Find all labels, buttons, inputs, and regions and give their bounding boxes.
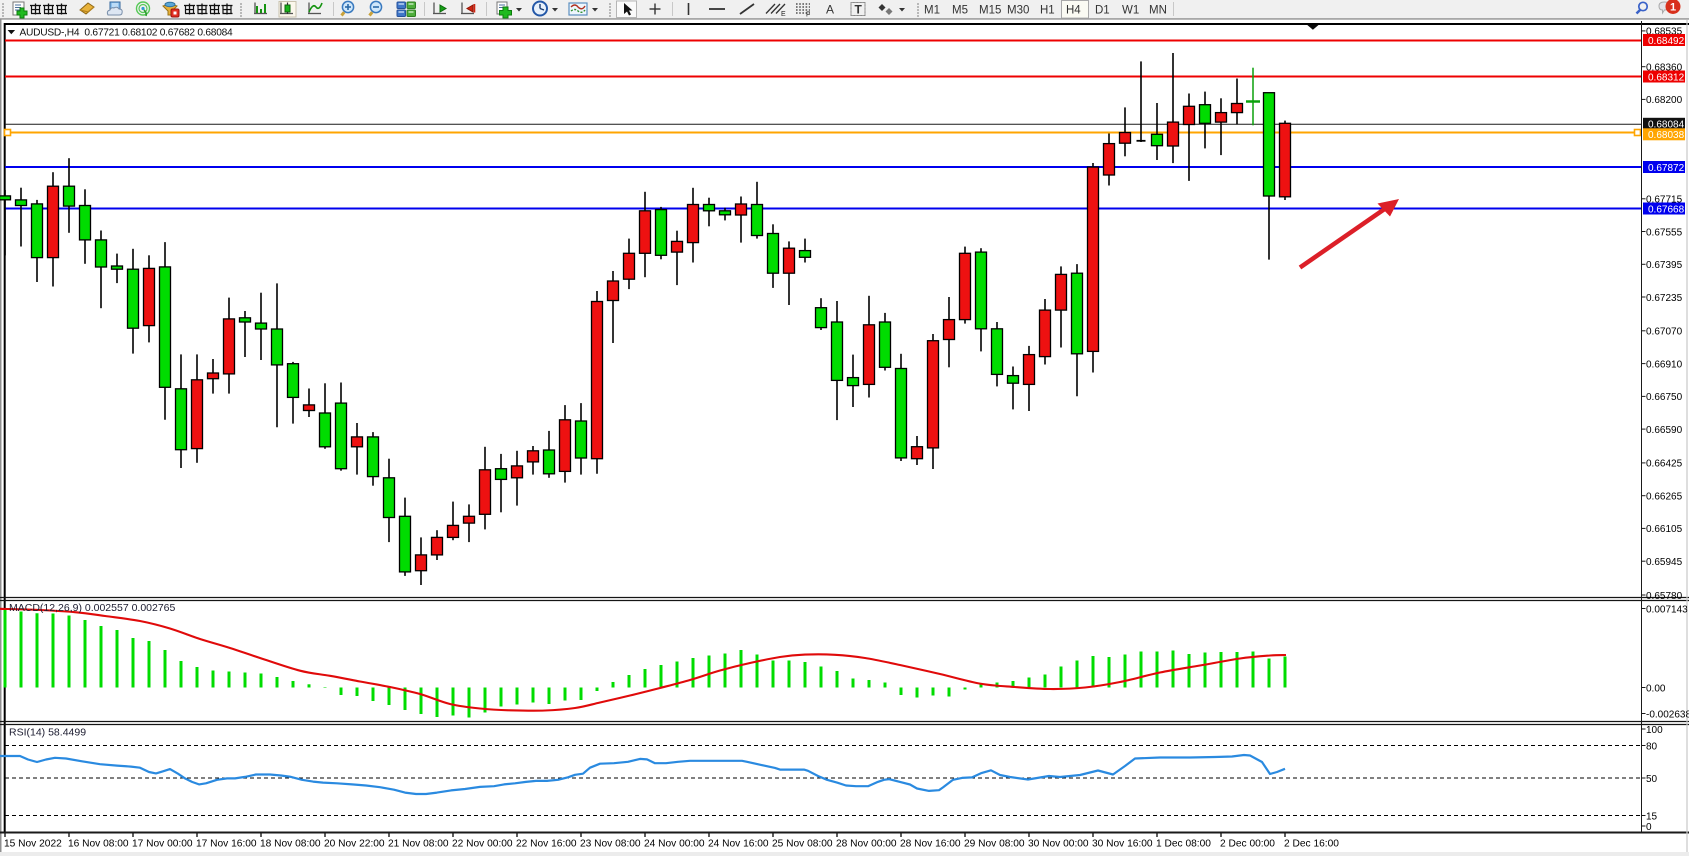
svg-text:28 Nov 16:00: 28 Nov 16:00 (900, 839, 961, 850)
svg-text:0.68360: 0.68360 (1646, 63, 1683, 74)
svg-text:0.67235: 0.67235 (1646, 293, 1683, 304)
svg-text:0.68312: 0.68312 (1648, 72, 1685, 83)
svg-text:18 Nov 08:00: 18 Nov 08:00 (260, 839, 321, 850)
svg-text:2 Dec 00:00: 2 Dec 00:00 (1220, 839, 1275, 850)
svg-text:17 Nov 00:00: 17 Nov 00:00 (132, 839, 193, 850)
svg-text:0.68200: 0.68200 (1646, 95, 1683, 106)
svg-text:0.007143: 0.007143 (1646, 604, 1688, 615)
svg-text:0.00: 0.00 (1646, 683, 1666, 694)
svg-text:H1: H1 (1040, 5, 1055, 17)
svg-text:0.68535: 0.68535 (1646, 27, 1683, 38)
svg-text:0.65945: 0.65945 (1646, 557, 1683, 568)
svg-text:W1: W1 (1122, 5, 1139, 17)
svg-text:A: A (826, 3, 834, 17)
svg-text:M15: M15 (979, 5, 1001, 17)
svg-text:0.66265: 0.66265 (1646, 492, 1683, 503)
svg-text:1: 1 (1670, 2, 1676, 14)
svg-text:30 Nov 16:00: 30 Nov 16:00 (1092, 839, 1153, 850)
svg-text:MN: MN (1149, 5, 1167, 17)
svg-text:0.66750: 0.66750 (1646, 392, 1683, 403)
svg-text:29 Nov 08:00: 29 Nov 08:00 (964, 839, 1025, 850)
svg-text:30 Nov 00:00: 30 Nov 00:00 (1028, 839, 1089, 850)
svg-text:0: 0 (1646, 822, 1652, 833)
svg-text:T: T (855, 3, 863, 17)
svg-text:0.67070: 0.67070 (1646, 327, 1683, 338)
svg-text:M5: M5 (952, 5, 968, 17)
svg-text:0.67555: 0.67555 (1646, 227, 1683, 238)
svg-text:2 Dec 16:00: 2 Dec 16:00 (1284, 839, 1339, 850)
svg-text:0.66105: 0.66105 (1646, 524, 1683, 535)
svg-text:24 Nov 00:00: 24 Nov 00:00 (644, 839, 705, 850)
svg-text:0.66425: 0.66425 (1646, 459, 1683, 470)
svg-text:MACD(12,26,9) 0.002557 0.00276: MACD(12,26,9) 0.002557 0.002765 (9, 602, 176, 614)
svg-text:17 Nov 16:00: 17 Nov 16:00 (196, 839, 257, 850)
svg-text:0.65780: 0.65780 (1646, 591, 1683, 602)
svg-text:M1: M1 (924, 5, 940, 17)
svg-text:22 Nov 00:00: 22 Nov 00:00 (452, 839, 513, 850)
svg-text:20 Nov 22:00: 20 Nov 22:00 (324, 839, 385, 850)
svg-text:15: 15 (1646, 812, 1658, 823)
svg-text:100: 100 (1646, 725, 1663, 736)
svg-text:RSI(14) 58.4499: RSI(14) 58.4499 (9, 727, 86, 739)
svg-text:H4: H4 (1066, 5, 1081, 17)
svg-text:80: 80 (1646, 742, 1658, 753)
svg-text:0.66590: 0.66590 (1646, 425, 1683, 436)
svg-text:0.67668: 0.67668 (1648, 204, 1685, 215)
svg-text:24 Nov 16:00: 24 Nov 16:00 (708, 839, 769, 850)
svg-text:0.66910: 0.66910 (1646, 359, 1683, 370)
svg-text:0.67395: 0.67395 (1646, 260, 1683, 271)
svg-text:0.68038: 0.68038 (1648, 130, 1685, 141)
svg-text:16 Nov 08:00: 16 Nov 08:00 (68, 839, 129, 850)
svg-text:23 Nov 08:00: 23 Nov 08:00 (580, 839, 641, 850)
svg-text:0.67715: 0.67715 (1646, 195, 1683, 206)
svg-text:25 Nov 08:00: 25 Nov 08:00 (772, 839, 833, 850)
svg-text:M30: M30 (1007, 5, 1029, 17)
svg-text:21 Nov 08:00: 21 Nov 08:00 (388, 839, 449, 850)
svg-text:F: F (806, 12, 810, 19)
svg-text:D1: D1 (1095, 5, 1110, 17)
svg-text:0.67872: 0.67872 (1648, 163, 1685, 174)
svg-text:50: 50 (1646, 774, 1658, 785)
svg-text:1 Dec 08:00: 1 Dec 08:00 (1156, 839, 1211, 850)
svg-text:AUDUSD-,H4 0.67721 0.68102 0.: AUDUSD-,H4 0.67721 0.68102 0.67682 0.680… (20, 27, 234, 38)
svg-text:0.68492: 0.68492 (1648, 36, 1685, 47)
svg-text:0.68084: 0.68084 (1648, 120, 1685, 131)
svg-text:15 Nov 2022: 15 Nov 2022 (4, 839, 62, 850)
svg-text:-0.002638: -0.002638 (1646, 709, 1689, 720)
svg-text:28 Nov 00:00: 28 Nov 00:00 (836, 839, 897, 850)
svg-text:22 Nov 16:00: 22 Nov 16:00 (516, 839, 577, 850)
svg-text:E: E (781, 11, 786, 18)
